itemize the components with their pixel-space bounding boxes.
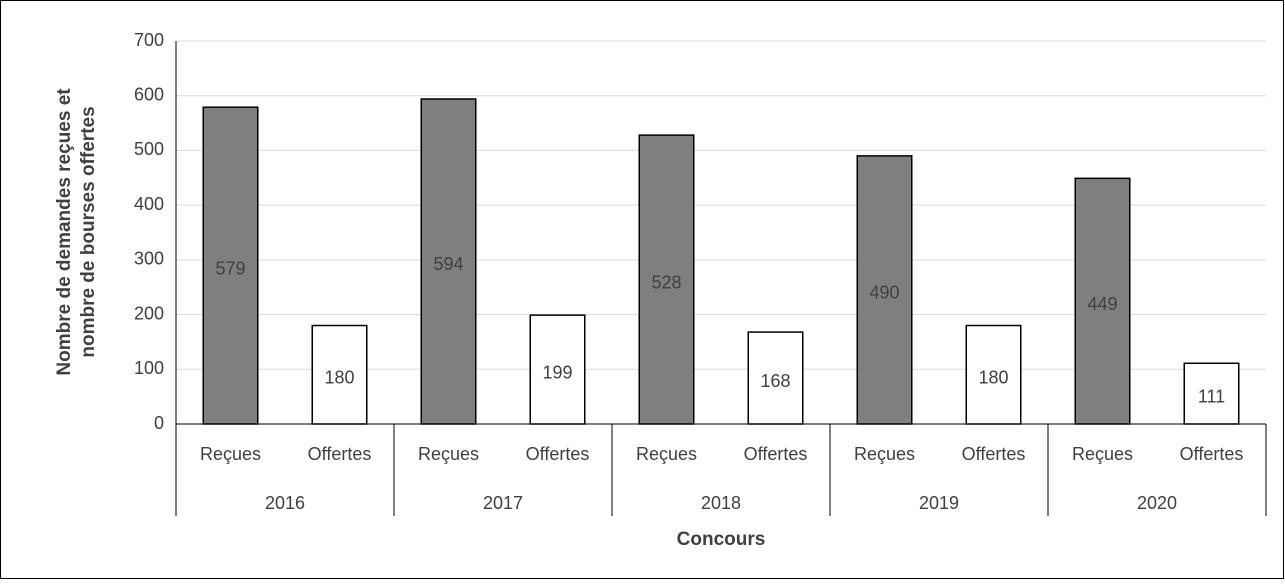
group-label: 2020 (1137, 493, 1177, 513)
x-tick-label: Offertes (744, 444, 808, 464)
value-label: 199 (542, 362, 572, 382)
y-tick-label: 200 (134, 303, 164, 323)
y-tick-label: 100 (134, 358, 164, 378)
bar (202, 106, 259, 425)
x-tick-label: Reçues (200, 444, 261, 464)
value-label: 490 (869, 283, 899, 303)
value-label: 168 (760, 371, 790, 391)
y-axis-title-line: Nombre de demandes reçues et (54, 88, 75, 376)
group-label: 2019 (919, 493, 959, 513)
value-label: 579 (215, 258, 245, 278)
y-axis-title: Nombre de demandes reçues et nombre de b… (54, 88, 99, 376)
y-tick-label: 0 (154, 413, 164, 433)
x-tick-label: Reçues (636, 444, 697, 464)
value-label: 111 (1198, 386, 1225, 406)
y-tick-label: 300 (134, 249, 164, 269)
bar (965, 324, 1022, 425)
y-tick-label: 700 (134, 30, 164, 50)
x-axis-title: Concours (677, 529, 766, 550)
y-tick-label: 400 (134, 194, 164, 214)
group-label: 2016 (265, 493, 305, 513)
group-label: 2017 (483, 493, 523, 513)
x-tick-label: Reçues (1072, 444, 1133, 464)
bar (747, 331, 804, 425)
x-tick-label: Offertes (308, 444, 372, 464)
value-label: 180 (324, 368, 354, 388)
y-tick-label: 600 (134, 84, 164, 104)
bar (311, 324, 368, 425)
bar (638, 134, 695, 425)
value-label: 449 (1087, 294, 1117, 314)
x-tick-label: Offertes (1180, 444, 1244, 464)
bar (529, 314, 586, 425)
x-tick-label: Offertes (526, 444, 590, 464)
y-tick-label: 500 (134, 139, 164, 159)
y-axis-title-line: nombre de bourses offertes (78, 106, 99, 357)
value-label: 180 (978, 368, 1008, 388)
x-tick-label: Reçues (418, 444, 479, 464)
x-tick-label: Offertes (962, 444, 1026, 464)
group-label: 2018 (701, 493, 741, 513)
bar (420, 98, 477, 425)
x-tick-label: Reçues (854, 444, 915, 464)
bar (1074, 177, 1131, 425)
value-label: 594 (433, 254, 463, 274)
value-label: 528 (651, 272, 681, 292)
